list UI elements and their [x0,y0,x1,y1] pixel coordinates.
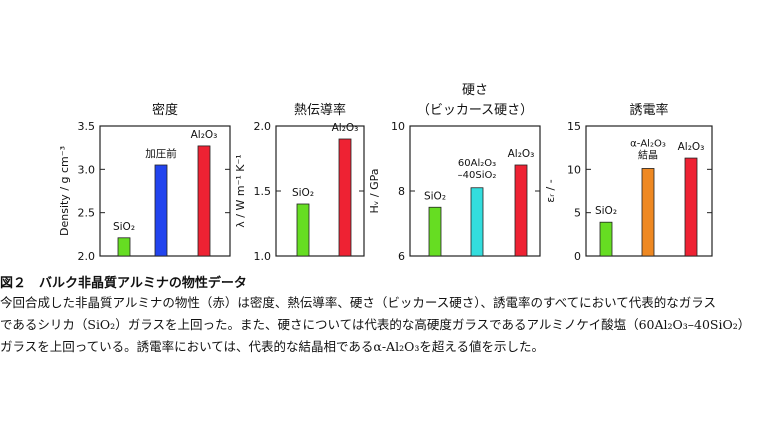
bar [338,138,352,257]
bar-label: α-Al₂O₃ [630,138,666,149]
chart-subtitle: （ビッカース硬さ） [417,103,533,118]
bar-label: SiO₂ [424,190,446,202]
bar [154,164,168,257]
y-tick-label: 1.5 [254,185,272,198]
y-axis-label: λ / W m⁻¹ K⁻¹ [234,154,247,227]
y-tick-label: 15 [567,120,581,133]
y-tick-label: 10 [391,120,405,133]
y-tick-label: 5 [574,207,581,220]
y-tick-label: 2.0 [78,250,96,263]
bar-label: 結晶 [638,148,658,161]
chart-title: 密度 [152,102,178,118]
bar-label: Al₂O₃ [191,129,218,141]
bar [684,157,698,257]
bar-label: SiO₂ [113,221,135,233]
y-axis-label: Density / g cm⁻³ [58,146,71,236]
bar-label: Al₂O₃ [508,148,535,160]
bar-label: –40SiO₂ [458,170,497,181]
y-tick-label: 1.0 [254,250,272,263]
bar [514,164,528,257]
bar-label: 加圧前 [145,147,177,160]
bar-label: Al₂O₃ [678,141,705,153]
caption-heading: 図２ バルク非晶質アルミナの物性データ [0,276,247,291]
y-tick-label: 10 [567,163,581,176]
caption-line-2: であるシリカ（SiO₂）ガラスを上回った。また、硬さについては代表的な高硬度ガラ… [0,317,751,332]
figure-charts: 2.0 2.5 3.0 3.5 密度 Density / g cm⁻³ SiO₂ 加圧前 Al₂… [58,83,713,263]
caption-line-3: ガラスを上回っている。誘電率においては、代表的な結晶相であるα-Al₂O₃を超え… [0,339,544,354]
bar-label: SiO₂ [595,205,617,217]
y-tick-label: 2.0 [254,120,272,133]
y-tick-label: 8 [398,185,405,198]
y-tick-label: 3.0 [78,163,96,176]
chart-title: 誘電率 [629,102,668,118]
chart-title: 硬さ [462,83,488,98]
caption-line-1: 今回合成した非晶質アルミナの物性（赤）は密度、熱伝導率、硬さ（ビッカース硬さ）、… [0,295,717,310]
bar [296,203,310,257]
y-tick-label: 6 [398,250,405,263]
chart-title: 熱伝導率 [294,102,346,118]
bar [117,237,131,257]
y-axis-label: εᵣ / - [544,179,557,202]
bar-label: 60Al₂O₃ [458,158,496,169]
bar [470,187,484,257]
bar [197,145,211,257]
bar-label: Al₂O₃ [332,122,359,134]
y-tick-label: 3.5 [78,120,96,133]
y-tick-label: 2.5 [78,207,96,220]
bar [428,206,442,257]
bar [641,168,655,257]
y-axis-label: Hᵥ / GPa [368,169,381,214]
bar [599,221,613,257]
bar-label: SiO₂ [292,187,314,199]
y-tick-label: 0 [574,250,581,263]
